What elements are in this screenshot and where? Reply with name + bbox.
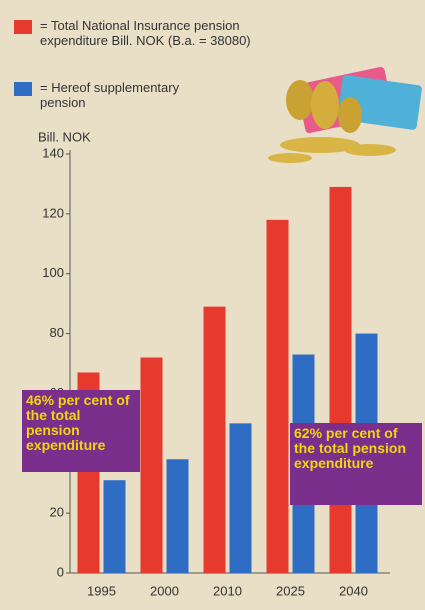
bar bbox=[166, 459, 189, 573]
y-tick-label: 80 bbox=[50, 325, 64, 340]
bar bbox=[329, 186, 352, 573]
x-tick-label: 2010 bbox=[213, 583, 242, 598]
legend-item: = Total National Insurance pension expen… bbox=[14, 18, 270, 48]
y-tick-label: 20 bbox=[50, 505, 64, 520]
legend-swatch bbox=[14, 20, 32, 34]
annotation: 62% per cent of the total pension expend… bbox=[290, 423, 422, 505]
y-tick-label: 0 bbox=[57, 564, 64, 579]
bar bbox=[229, 423, 252, 573]
y-axis-label: Bill. NOK bbox=[38, 129, 91, 144]
coins-decoration bbox=[268, 66, 422, 163]
y-tick-label: 140 bbox=[42, 145, 64, 160]
legend-label: = Hereof supplementary pension bbox=[40, 80, 180, 110]
annotation: 46% per cent of the total pension expend… bbox=[22, 390, 140, 472]
legend-swatch bbox=[14, 82, 32, 96]
bar bbox=[140, 357, 163, 573]
legend-item: = Hereof supplementary pension bbox=[14, 80, 220, 110]
x-tick-label: 2040 bbox=[339, 583, 368, 598]
y-tick-label: 120 bbox=[42, 205, 64, 220]
x-tick-label: 2025 bbox=[276, 583, 305, 598]
bar bbox=[203, 306, 226, 573]
bar bbox=[103, 480, 126, 573]
x-tick-label: 1995 bbox=[87, 583, 116, 598]
y-tick-label: 100 bbox=[42, 265, 64, 280]
x-tick-label: 2000 bbox=[150, 583, 179, 598]
legend-label: = Total National Insurance pension expen… bbox=[40, 18, 251, 48]
bar bbox=[266, 219, 289, 574]
